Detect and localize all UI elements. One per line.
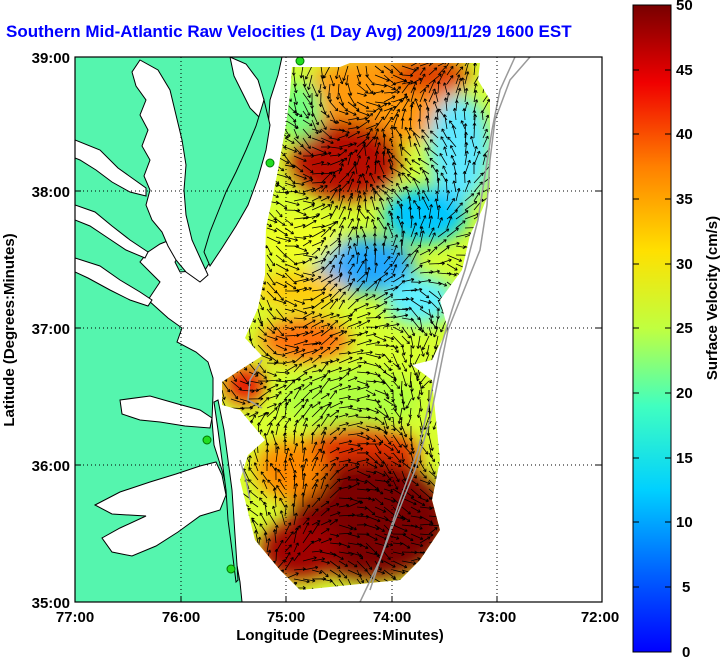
grid-lines (75, 57, 602, 602)
colorbar-label: Surface Velocity (cm/s) (704, 216, 721, 380)
lon-tick-label: 73:00 (478, 609, 516, 626)
colorbar-tick-label: 25 (676, 320, 693, 337)
y-axis-label: Latitude (Degrees:Minutes) (1, 233, 18, 426)
lat-tick-label: 37:00 (32, 321, 70, 338)
latitude-tick-labels: 39:00 38:00 37:00 36:00 35:00 (32, 50, 70, 612)
colorbar: 50 45 40 35 30 25 20 15 10 5 0 Surface V… (632, 0, 721, 659)
colorbar-tick-labels: 50 45 40 35 30 25 20 15 10 5 0 (676, 0, 693, 659)
radar-stations (202, 57, 305, 574)
bathymetry-contours (239, 57, 531, 602)
x-axis-label: Longitude (Degrees:Minutes) (236, 627, 444, 644)
longitude-tick-labels: 77:00 76:00 75:00 74:00 73:00 72:00 (56, 609, 619, 626)
lon-tick-label: 74:00 (373, 609, 411, 626)
colorbar-tick-label: 10 (676, 514, 693, 531)
lat-tick-label: 39:00 (32, 50, 70, 67)
radar-station (226, 564, 236, 574)
radar-station (295, 57, 305, 66)
tick-marks (75, 190, 602, 602)
plot-frame (74, 56, 603, 603)
map-title: Southern Mid-Atlantic Raw Velocities (1 … (6, 22, 572, 41)
colorbar-tick-label: 0 (682, 644, 690, 659)
colorbar-ticks (633, 4, 671, 588)
colorbar-tick-label: 30 (676, 256, 693, 273)
colorbar-tick-label: 45 (676, 62, 693, 79)
lon-tick-label: 72:00 (581, 609, 619, 626)
lat-tick-label: 36:00 (32, 458, 70, 475)
colorbar-tick-label: 40 (676, 126, 693, 143)
lat-tick-label: 38:00 (32, 184, 70, 201)
lon-tick-label: 75:00 (267, 609, 305, 626)
radar-station (265, 158, 275, 168)
lon-tick-label: 77:00 (56, 609, 94, 626)
colorbar-tick-label: 15 (676, 450, 693, 467)
land-mass (75, 57, 283, 602)
lon-tick-label: 76:00 (162, 609, 200, 626)
colorbar-tick-label: 20 (676, 385, 693, 402)
colorbar-tick-label: 50 (676, 0, 693, 14)
colorbar-tick-label: 35 (676, 191, 693, 208)
lat-tick-label: 35:00 (32, 595, 70, 612)
colorbar-tick-label: 5 (682, 579, 690, 596)
radar-station (202, 435, 212, 445)
